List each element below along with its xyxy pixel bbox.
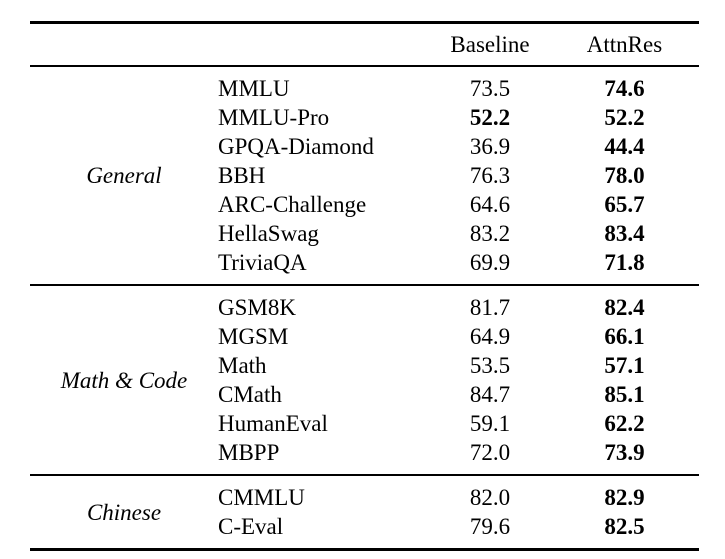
baseline-value: 72.0 <box>469 440 511 465</box>
attnres-value: 74.6 <box>604 76 645 101</box>
benchmark-name: MGSM <box>218 324 289 349</box>
attnres-value: 57.1 <box>604 353 645 378</box>
benchmark-name: TriviaQA <box>218 250 307 275</box>
benchmark-name: HumanEval <box>218 411 328 436</box>
baseline-value: 83.2 <box>469 221 511 246</box>
attnres-value: 82.4 <box>604 295 645 320</box>
benchmark-name: HellaSwag <box>218 221 319 246</box>
table-row: HellaSwag 83.2 83.4 <box>30 219 699 248</box>
attnres-value: 62.2 <box>604 411 645 436</box>
attnres-value: 44.4 <box>604 134 645 159</box>
group-label-general: General <box>86 163 162 188</box>
section-general: General MMLU 73.5 74.6 MMLU-Pro 52.2 52.… <box>30 66 699 285</box>
benchmark-name: CMath <box>218 382 282 407</box>
baseline-value: 84.7 <box>469 382 511 407</box>
attnres-value: 82.9 <box>604 485 645 510</box>
table-row: GPQA-Diamond 36.9 44.4 <box>30 132 699 161</box>
benchmark-name: CMMLU <box>218 485 305 510</box>
attnres-value: 71.8 <box>604 250 645 275</box>
baseline-value: 52.2 <box>469 105 511 130</box>
benchmark-name: MMLU <box>218 76 290 101</box>
benchmark-name: MMLU-Pro <box>218 105 330 130</box>
attnres-value: 66.1 <box>604 324 645 349</box>
baseline-value: 82.0 <box>469 485 511 510</box>
table-row: General MMLU 73.5 74.6 <box>30 66 699 188</box>
column-header-attnres: AttnRes <box>586 31 663 57</box>
attnres-value: 65.7 <box>604 192 645 217</box>
benchmark-name: GPQA-Diamond <box>218 134 374 159</box>
header-row: Baseline AttnRes <box>30 23 699 67</box>
attnres-value: 73.9 <box>604 440 645 465</box>
attnres-value: 83.4 <box>604 221 645 246</box>
header-empty-benchmark <box>218 23 430 67</box>
benchmark-name: MBPP <box>218 440 280 465</box>
attnres-value: 85.1 <box>604 382 645 407</box>
baseline-value: 73.5 <box>469 76 511 101</box>
benchmark-name: ARC-Challenge <box>218 192 367 217</box>
section-math-code: Math & Code GSM8K 81.7 82.4 MGSM 64.9 66… <box>30 285 699 475</box>
header-empty-group <box>30 23 218 67</box>
table-row: HumanEval 59.1 62.2 <box>30 409 699 438</box>
attnres-value: 82.5 <box>604 514 645 539</box>
attnres-value: 52.2 <box>604 105 645 130</box>
table-row: BBH 76.3 78.0 <box>30 161 699 190</box>
table-row: ARC-Challenge 64.6 65.7 <box>30 190 699 219</box>
baseline-value: 64.9 <box>469 324 511 349</box>
table-row: MMLU-Pro 52.2 52.2 <box>30 103 699 132</box>
group-label-chinese: Chinese <box>86 499 162 525</box>
baseline-value: 76.3 <box>469 163 511 188</box>
table-row: Math & Code GSM8K 81.7 82.4 <box>30 285 699 393</box>
table-row: C-Eval 79.6 82.5 <box>30 512 699 550</box>
benchmark-name: C-Eval <box>218 514 284 539</box>
benchmark-name: GSM8K <box>218 295 296 320</box>
table-row: MBPP 72.0 73.9 <box>30 438 699 475</box>
baseline-value: 53.5 <box>469 353 511 378</box>
baseline-value: 36.9 <box>469 134 511 159</box>
baseline-value: 64.6 <box>469 192 511 217</box>
benchmark-name: Math <box>218 353 267 378</box>
table-row: CMath 84.7 85.1 <box>30 380 699 409</box>
baseline-value: 69.9 <box>469 250 511 275</box>
column-header-baseline: Baseline <box>450 31 530 57</box>
table-header: Baseline AttnRes <box>30 23 699 67</box>
table-row: Math 53.5 57.1 <box>30 351 699 380</box>
table-row: Chinese CMMLU 82.0 82.9 <box>30 475 699 525</box>
benchmark-results-table: Baseline AttnRes General MMLU 73.5 74.6 … <box>30 21 699 551</box>
baseline-value: 59.1 <box>469 411 511 436</box>
attnres-value: 78.0 <box>604 163 645 188</box>
group-label-math-code: Math & Code <box>60 367 188 393</box>
table-row: MGSM 64.9 66.1 <box>30 322 699 351</box>
baseline-value: 81.7 <box>469 295 511 320</box>
benchmark-name: BBH <box>218 163 266 188</box>
section-chinese: Chinese CMMLU 82.0 82.9 C-Eval 79.6 82.5 <box>30 475 699 550</box>
baseline-value: 79.6 <box>469 514 511 539</box>
table-row: TriviaQA 69.9 71.8 <box>30 248 699 285</box>
